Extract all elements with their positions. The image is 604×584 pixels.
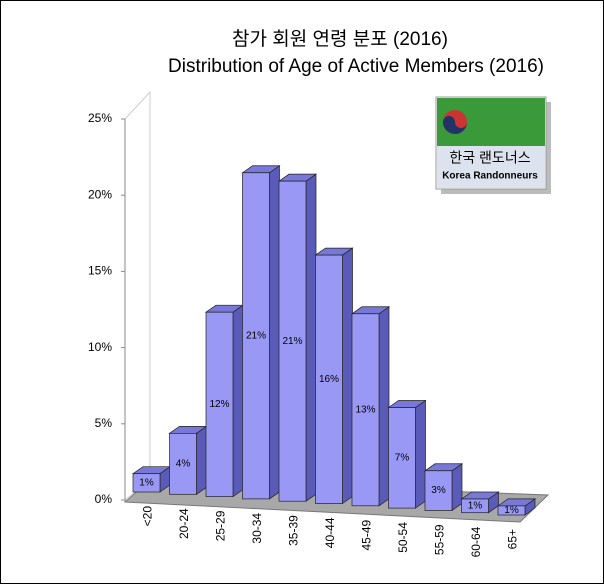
x-tick-label: 20-24 xyxy=(177,508,191,539)
value-label: 3% xyxy=(431,485,446,496)
bar xyxy=(315,254,343,504)
value-label: 7% xyxy=(395,452,410,463)
y-tick-label: 20% xyxy=(88,187,112,201)
x-tick-label: 60-64 xyxy=(469,526,483,557)
bar xyxy=(132,473,161,493)
value-label: 21% xyxy=(282,336,302,347)
bar xyxy=(461,498,489,514)
y-tick-label: 0% xyxy=(95,492,113,506)
x-tick-label: 40-44 xyxy=(323,517,337,548)
y-tick-label: 15% xyxy=(88,264,112,278)
bar xyxy=(205,311,234,497)
x-tick-label: 65+ xyxy=(506,529,520,549)
chart-title: 참가 회원 연령 분포 (2016) xyxy=(232,28,448,50)
bar-side xyxy=(232,304,244,498)
value-label: 13% xyxy=(355,404,375,415)
x-tick-label: <20 xyxy=(141,506,155,527)
bar-side xyxy=(342,247,353,505)
logo-english: Korea Randonneurs xyxy=(442,171,538,182)
logo-korean: 한국 랜도너스 xyxy=(449,150,530,166)
bar-side xyxy=(451,463,463,512)
value-label: 1% xyxy=(468,500,483,511)
value-label: 12% xyxy=(209,399,229,410)
value-label: 16% xyxy=(319,374,339,385)
value-label: 21% xyxy=(246,330,266,341)
x-tick-label: 55-59 xyxy=(433,524,447,555)
y-tick-label: 25% xyxy=(88,111,112,125)
bar xyxy=(497,505,526,516)
x-tick-label: 25-29 xyxy=(214,510,228,541)
y-tick-label: 5% xyxy=(95,416,113,430)
logo: 한국 랜도너스 Korea Randonneurs xyxy=(435,96,551,194)
bar-side xyxy=(415,399,426,509)
chart-subtitle: Distribution of Age of Active Members (2… xyxy=(168,56,544,77)
x-tick-label: 50-54 xyxy=(396,522,410,553)
bar-side xyxy=(305,173,317,502)
bar-side xyxy=(378,306,390,507)
x-tick-label: 30-34 xyxy=(250,513,264,544)
bar xyxy=(278,180,307,502)
bar xyxy=(169,432,197,495)
value-label: 1% xyxy=(504,505,519,516)
x-tick-label: 35-39 xyxy=(287,515,301,546)
bar xyxy=(242,172,270,500)
logo-emblem-part xyxy=(443,116,467,134)
logo-panel xyxy=(437,146,545,188)
bar xyxy=(424,470,453,511)
bar xyxy=(388,407,416,509)
value-label: 4% xyxy=(176,458,191,469)
x-tick-label: 45-49 xyxy=(360,519,374,550)
bar-side xyxy=(269,165,280,500)
y-tick-label: 10% xyxy=(88,340,112,354)
value-label: 1% xyxy=(139,477,154,488)
bar-side xyxy=(196,425,207,495)
bar xyxy=(351,313,380,507)
